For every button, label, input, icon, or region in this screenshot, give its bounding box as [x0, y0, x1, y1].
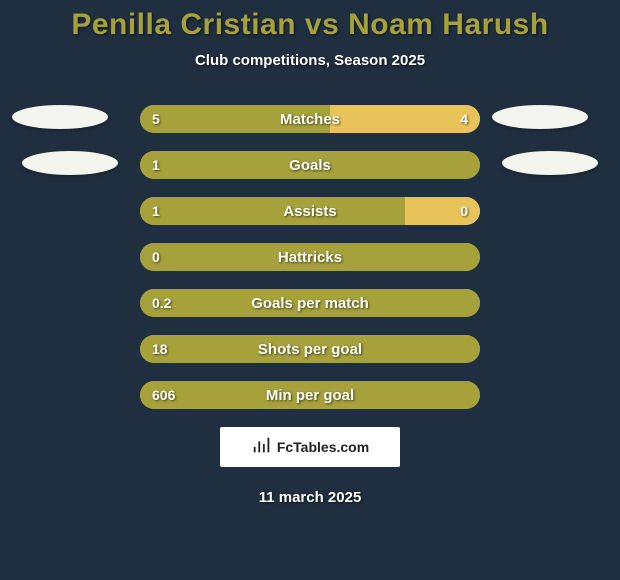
stat-row: Goals per match0.2: [0, 289, 620, 317]
stat-bar-left: [140, 335, 480, 363]
stat-bar: [140, 381, 480, 409]
stat-row: Shots per goal18: [0, 335, 620, 363]
comparison-card: Penilla Cristian vs Noam Harush Club com…: [0, 0, 620, 580]
source-badge: FcTables.com: [220, 427, 400, 467]
stat-bar: [140, 197, 480, 225]
bar-chart-icon: [251, 434, 273, 461]
source-badge-text: FcTables.com: [277, 439, 369, 455]
stat-row: Hattricks0: [0, 243, 620, 271]
stat-bar-right: [330, 105, 480, 133]
stat-bar: [140, 335, 480, 363]
stat-bar: [140, 243, 480, 271]
stat-row: Min per goal606: [0, 381, 620, 409]
stat-value-left: 0.2: [152, 289, 171, 317]
team-logo-placeholder: [22, 151, 118, 175]
stat-bar-left: [140, 243, 480, 271]
team-logo-placeholder: [492, 105, 588, 129]
stat-bar: [140, 289, 480, 317]
stat-bar: [140, 105, 480, 133]
page-title: Penilla Cristian vs Noam Harush: [0, 8, 620, 42]
page-subtitle: Club competitions, Season 2025: [0, 52, 620, 69]
stat-bar-left: [140, 381, 480, 409]
stats-area: Matches54Goals1Assists10Hattricks0Goals …: [0, 105, 620, 409]
team-logo-placeholder: [12, 105, 108, 129]
stat-value-left: 1: [152, 197, 160, 225]
stat-bar-right: [405, 197, 480, 225]
stat-value-left: 5: [152, 105, 160, 133]
stat-bar: [140, 151, 480, 179]
stat-bar-left: [140, 151, 480, 179]
footer-date: 11 march 2025: [0, 489, 620, 506]
team-logo-placeholder: [502, 151, 598, 175]
stat-value-left: 1: [152, 151, 160, 179]
stat-row: Assists10: [0, 197, 620, 225]
stat-bar-left: [140, 197, 405, 225]
stat-value-right: 0: [460, 197, 468, 225]
stat-value-left: 606: [152, 381, 175, 409]
stat-bar-left: [140, 289, 480, 317]
stat-value-left: 0: [152, 243, 160, 271]
stat-value-left: 18: [152, 335, 168, 363]
stat-bar-left: [140, 105, 330, 133]
stat-value-right: 4: [460, 105, 468, 133]
